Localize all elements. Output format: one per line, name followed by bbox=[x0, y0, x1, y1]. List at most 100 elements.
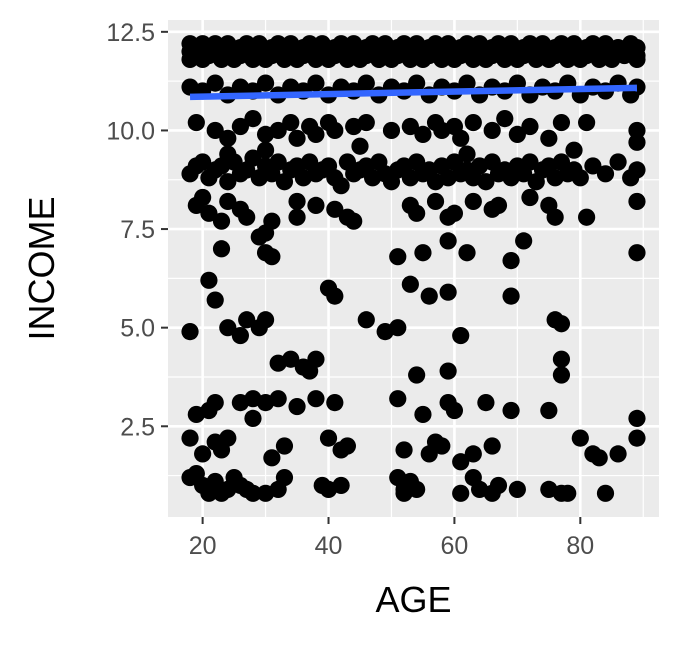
data-point bbox=[578, 113, 596, 132]
data-point bbox=[414, 125, 432, 143]
data-point bbox=[458, 145, 476, 163]
data-point bbox=[326, 394, 344, 412]
data-point bbox=[219, 319, 237, 337]
data-point bbox=[275, 437, 294, 455]
data-point bbox=[609, 153, 627, 171]
data-point bbox=[445, 204, 464, 222]
data-point bbox=[395, 441, 413, 459]
data-point bbox=[326, 121, 344, 140]
data-point bbox=[458, 244, 476, 262]
data-point bbox=[357, 113, 375, 132]
data-point bbox=[357, 311, 375, 329]
data-point bbox=[502, 401, 520, 420]
data-point bbox=[596, 165, 615, 183]
data-point bbox=[238, 311, 256, 329]
data-point bbox=[181, 429, 199, 447]
data-point bbox=[552, 315, 571, 333]
data-point bbox=[250, 228, 268, 246]
data-point bbox=[628, 46, 646, 65]
data-point bbox=[477, 394, 495, 412]
data-point bbox=[439, 232, 457, 250]
data-point bbox=[452, 453, 470, 471]
data-point bbox=[357, 74, 375, 92]
data-point bbox=[212, 212, 231, 230]
data-point bbox=[307, 74, 325, 92]
data-point bbox=[458, 74, 476, 92]
data-point bbox=[489, 476, 508, 495]
data-point bbox=[628, 409, 646, 427]
data-point bbox=[445, 401, 464, 420]
data-point bbox=[263, 212, 281, 230]
data-point bbox=[307, 350, 325, 368]
data-point bbox=[496, 110, 514, 128]
data-point bbox=[307, 196, 325, 214]
data-point bbox=[288, 397, 306, 416]
data-point bbox=[263, 449, 281, 467]
data-point bbox=[521, 153, 539, 171]
data-point bbox=[219, 192, 237, 211]
data-point bbox=[628, 244, 646, 262]
data-point bbox=[194, 445, 212, 463]
data-point bbox=[426, 192, 445, 211]
data-point bbox=[408, 480, 426, 498]
data-point bbox=[628, 192, 646, 211]
data-point bbox=[256, 141, 275, 159]
data-point bbox=[414, 244, 432, 262]
data-point bbox=[181, 323, 199, 341]
y-tick-label: 12.5 bbox=[106, 19, 155, 47]
y-tick-label: 10.0 bbox=[106, 117, 155, 145]
data-point bbox=[275, 468, 294, 487]
data-point bbox=[408, 204, 426, 222]
y-tick-label: 7.5 bbox=[120, 216, 155, 244]
data-point bbox=[332, 476, 350, 495]
data-point bbox=[307, 390, 325, 408]
data-point bbox=[382, 121, 401, 140]
data-point bbox=[282, 113, 300, 132]
data-point bbox=[628, 133, 646, 151]
data-point bbox=[219, 429, 237, 447]
data-point bbox=[628, 78, 646, 96]
data-point bbox=[483, 121, 501, 140]
data-point bbox=[521, 117, 539, 136]
data-point bbox=[244, 149, 262, 167]
data-point bbox=[408, 366, 426, 384]
data-point bbox=[552, 113, 571, 132]
data-point bbox=[628, 161, 646, 179]
data-point bbox=[326, 287, 344, 305]
data-point bbox=[351, 137, 369, 155]
data-point bbox=[389, 319, 407, 337]
data-point bbox=[552, 350, 571, 368]
data-point bbox=[244, 110, 262, 128]
data-point bbox=[502, 287, 520, 305]
data-point bbox=[345, 212, 363, 230]
data-point bbox=[269, 153, 287, 171]
data-point bbox=[338, 437, 357, 455]
data-point bbox=[206, 291, 224, 309]
data-point bbox=[521, 188, 539, 207]
data-point bbox=[559, 484, 577, 502]
data-point bbox=[464, 192, 482, 211]
data-point bbox=[269, 121, 287, 140]
trend-line-group bbox=[189, 84, 638, 101]
x-axis: 20 40 60 80 bbox=[189, 517, 594, 560]
data-point bbox=[515, 232, 533, 250]
data-point bbox=[596, 484, 615, 502]
x-tick-label: 40 bbox=[315, 532, 343, 560]
y-tick-label: 2.5 bbox=[120, 413, 155, 441]
data-point bbox=[389, 248, 407, 266]
data-point bbox=[590, 449, 608, 467]
data-point bbox=[401, 275, 419, 293]
data-point bbox=[231, 326, 249, 345]
data-point bbox=[389, 390, 407, 408]
data-point bbox=[238, 208, 256, 226]
data-point bbox=[288, 192, 306, 211]
trend-line bbox=[189, 84, 638, 101]
data-point bbox=[502, 252, 520, 270]
data-point bbox=[420, 287, 438, 305]
y-axis-title: INCOME bbox=[21, 197, 62, 341]
data-point bbox=[288, 208, 306, 226]
data-point bbox=[540, 401, 558, 420]
data-point bbox=[628, 429, 646, 447]
data-point bbox=[219, 129, 237, 147]
